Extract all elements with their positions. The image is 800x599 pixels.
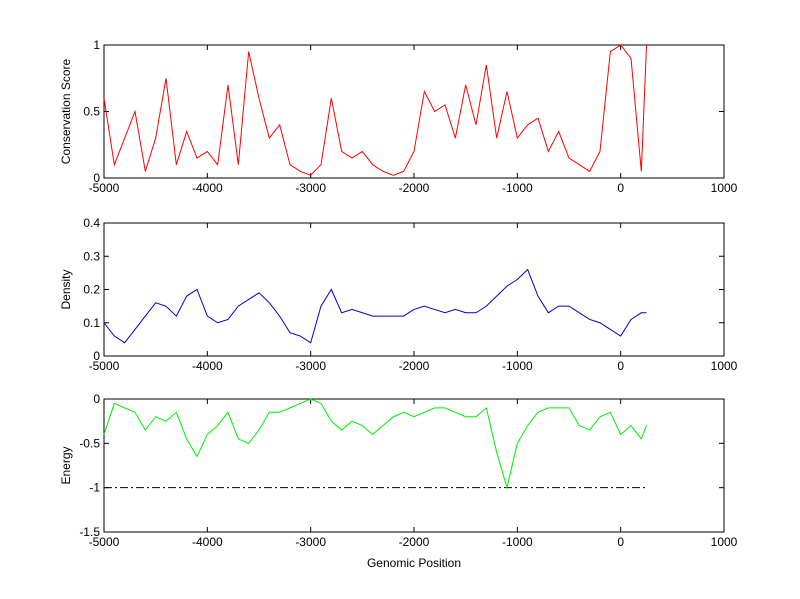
x-tick-label: 1000: [711, 535, 738, 549]
x-tick-label: -4000: [192, 535, 223, 549]
y-tick-label: 0: [93, 171, 100, 185]
subplot: -5000 -4000 -3000 -2000 -1000 0 1000 0 0.1 0.2 0.3…: [59, 216, 738, 373]
x-axis-label: Genomic Position: [367, 556, 461, 570]
subplot: -5000 -4000 -3000 -2000 -1000 0 1000 -1.5 -1 -0.5…: [59, 392, 738, 570]
x-tick-label: -3000: [295, 535, 326, 549]
y-tick-label: 0: [93, 349, 100, 363]
y-tick-label: 0.1: [83, 316, 100, 330]
y-tick-label: -0.5: [79, 436, 100, 450]
x-tick-label: -5000: [89, 359, 120, 373]
y-tick-label: 1: [93, 38, 100, 52]
data-line: [103, 44, 647, 176]
x-tick-label: -3000: [295, 359, 326, 373]
x-tick-label: 1000: [711, 359, 738, 373]
y-tick-label: 0.5: [83, 105, 100, 119]
y-tick-label: -1: [89, 481, 100, 495]
x-tick-label: 0: [617, 535, 624, 549]
y-tick-label: 0.2: [83, 283, 100, 297]
x-tick-label: -2000: [399, 535, 430, 549]
axes-box: [103, 398, 725, 533]
y-axis-label: Conservation Score: [59, 58, 73, 164]
x-tick-label: -2000: [399, 359, 430, 373]
x-tick-label: -1000: [502, 535, 533, 549]
x-tick-label: 0: [617, 181, 624, 195]
x-tick-label: -3000: [295, 181, 326, 195]
x-tick-label: -1000: [502, 359, 533, 373]
y-axis-label: Density: [59, 269, 73, 309]
subplot: -5000 -4000 -3000 -2000 -1000 0 1000 0 0.5 1 Conse…: [59, 38, 738, 195]
x-tick-label: -5000: [89, 535, 120, 549]
y-tick-label: -1.5: [79, 525, 100, 539]
y-tick-label: 0.3: [83, 249, 100, 263]
axes-box: [103, 44, 725, 179]
x-tick-label: 1000: [711, 181, 738, 195]
x-tick-label: -1000: [502, 181, 533, 195]
x-tick-label: -4000: [192, 359, 223, 373]
y-axis-label: Energy: [59, 446, 73, 484]
data-line: [103, 268, 647, 344]
x-tick-label: -4000: [192, 181, 223, 195]
x-tick-label: 0: [617, 359, 624, 373]
y-tick-label: 0: [93, 392, 100, 406]
x-tick-label: -2000: [399, 181, 430, 195]
data-line: [103, 398, 647, 490]
y-tick-label: 0.4: [83, 216, 100, 230]
x-tick-label: -5000: [89, 181, 120, 195]
